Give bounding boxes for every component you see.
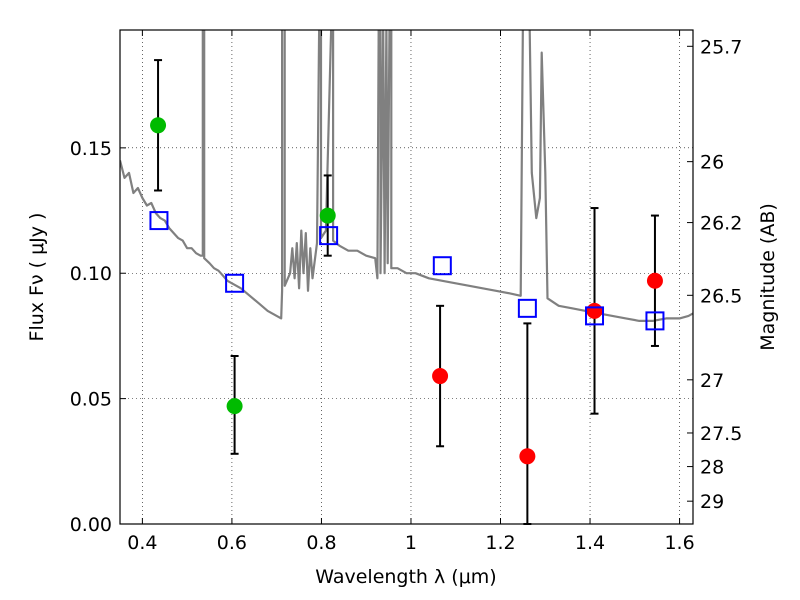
data-markers [149, 117, 665, 465]
data-point [519, 448, 536, 465]
right-tick-label: 29 [700, 491, 724, 513]
right-axis-label: Magnitude (AB) [757, 203, 779, 351]
data-point [432, 368, 449, 385]
x-tick-label: 1 [405, 532, 417, 554]
model-point [319, 226, 339, 246]
right-tick-label: 28 [700, 457, 724, 479]
right-tick-label: 26 [700, 152, 724, 174]
right-tick-label: 25.7 [700, 36, 742, 58]
axis-ticks: 0.4 0.6 0.8 1 1.2 1.4 1.6 0.00 0.05 0.10 0.15 25.7 2… [70, 30, 742, 554]
model-point [432, 256, 452, 276]
y-tick-label: 0.15 [70, 138, 112, 160]
plot-frame [119, 29, 694, 525]
y-tick-label: 0.10 [70, 263, 112, 285]
right-tick-label: 27.5 [700, 423, 742, 445]
data-point [226, 398, 243, 415]
x-tick-label: 0.4 [127, 532, 157, 554]
x-axis-label: Wavelength λ (μm) [315, 566, 496, 588]
x-tick-label: 1.2 [485, 532, 515, 554]
data-point [586, 302, 603, 319]
model-point [585, 306, 605, 326]
y-tick-label: 0.05 [70, 389, 112, 411]
model-point [517, 298, 537, 318]
right-tick-label: 26.2 [700, 213, 742, 235]
model-spectrum [120, 30, 693, 322]
model-point [149, 211, 169, 231]
grid [120, 30, 693, 525]
x-tick-label: 0.6 [217, 532, 247, 554]
model-point [225, 273, 245, 293]
x-tick-label: 0.8 [306, 532, 336, 554]
right-tick-label: 27 [700, 370, 724, 392]
x-tick-label: 1.6 [664, 532, 694, 554]
x-tick-label: 1.4 [575, 532, 605, 554]
data-point [150, 117, 167, 134]
spectrum-line [120, 30, 693, 322]
data-point [646, 272, 663, 289]
y-tick-label: 0.00 [70, 514, 112, 536]
data-point [319, 207, 336, 224]
right-tick-label: 26.5 [700, 285, 742, 307]
model-point [645, 311, 665, 331]
y-axis-label: Flux Fν ( μJy ) [26, 213, 48, 342]
